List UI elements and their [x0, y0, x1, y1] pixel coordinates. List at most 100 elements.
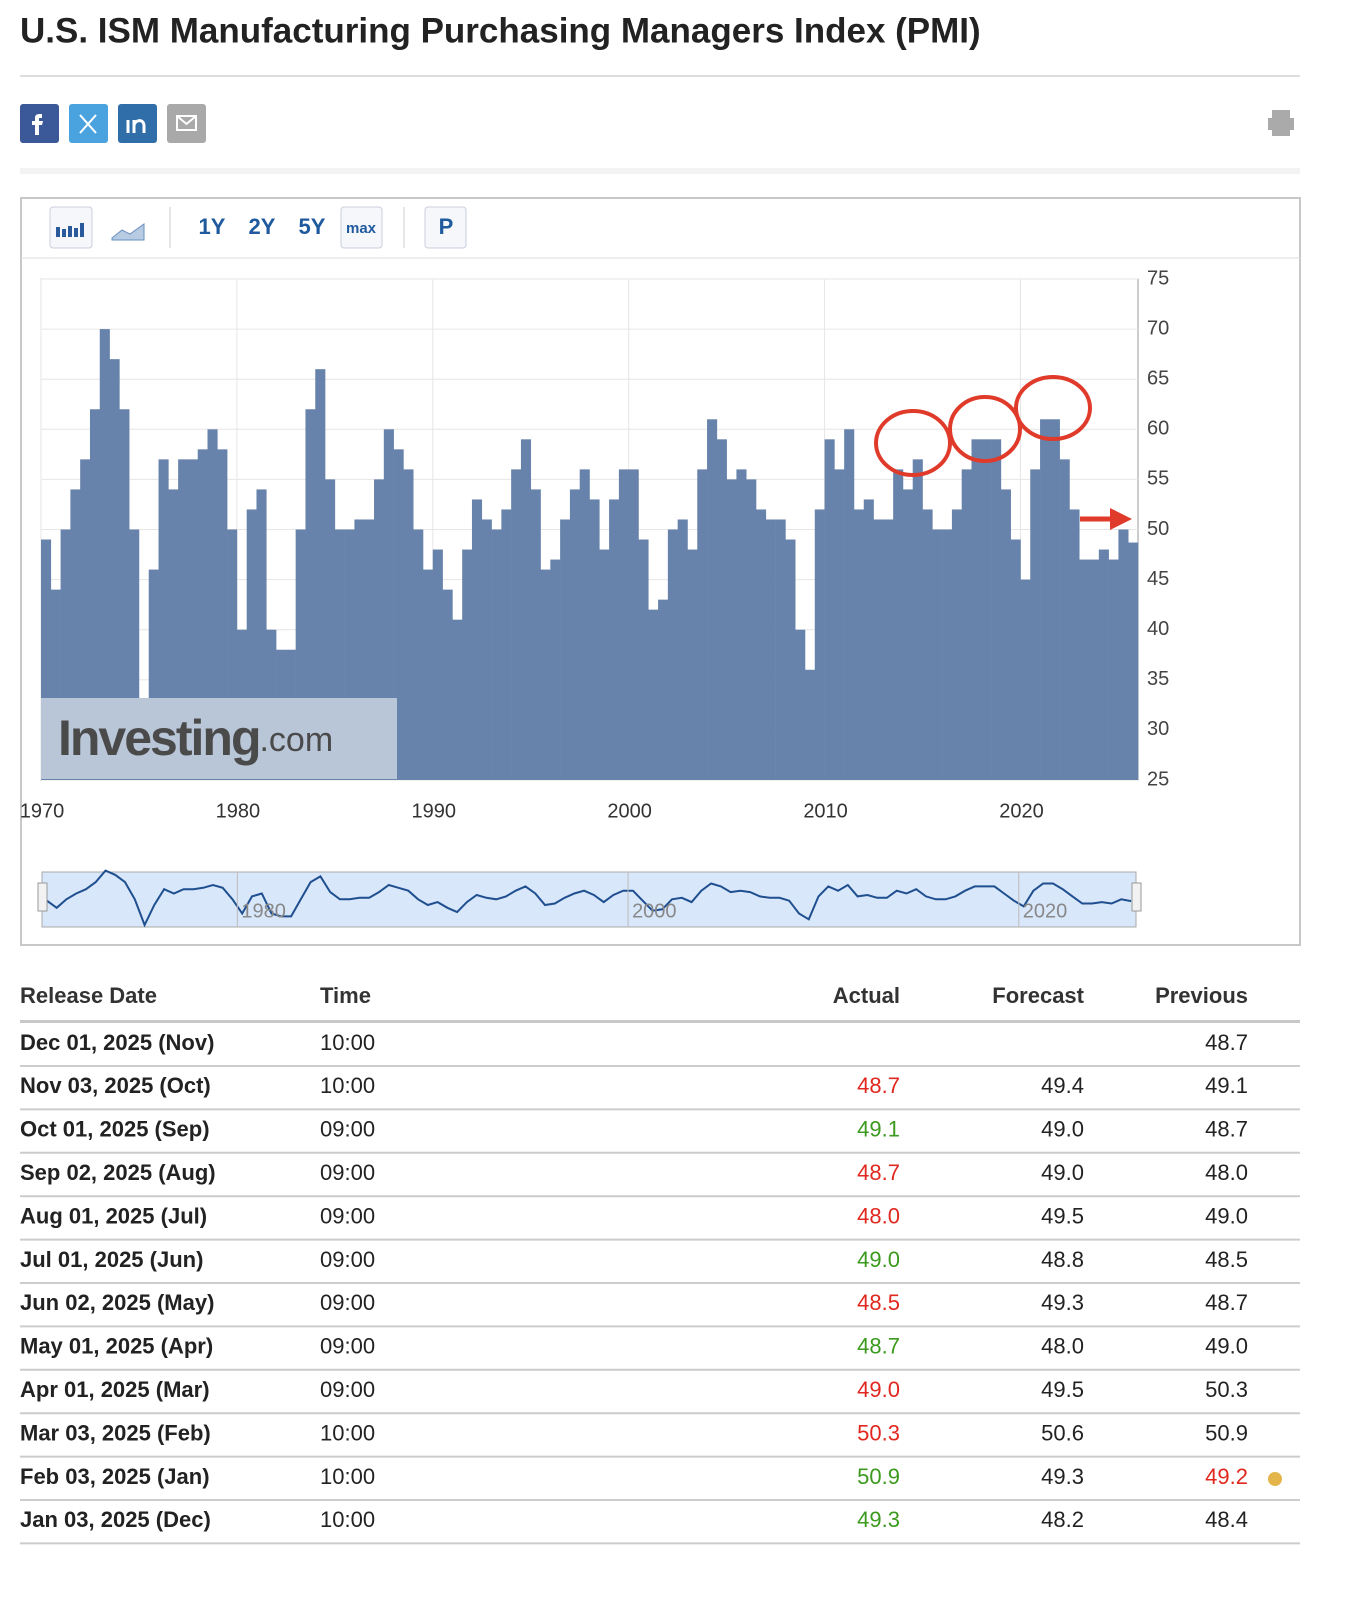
p-button-frame[interactable]: [424, 206, 467, 249]
table-cell: Dec 01, 2025 (Nov): [20, 1030, 214, 1055]
x-tick-label: 1970: [20, 800, 65, 822]
table-cell: 50.6: [1041, 1420, 1084, 1445]
bar: [1049, 419, 1060, 780]
table-cell: 48.0: [857, 1203, 900, 1228]
bar: [716, 439, 727, 780]
range-button[interactable]: 1Y: [199, 214, 226, 239]
bar: [207, 429, 218, 780]
table-cell: 48.7: [857, 1160, 900, 1185]
y-tick-label: 30: [1147, 718, 1169, 740]
table-cell: 10:00: [320, 1073, 375, 1098]
bar: [217, 449, 228, 780]
navigator-handle[interactable]: [1131, 882, 1142, 912]
bar: [1000, 489, 1011, 780]
bar: [834, 469, 845, 780]
table-cell: Mar 03, 2025 (Feb): [20, 1420, 211, 1445]
bar: [471, 499, 483, 780]
bar: [334, 529, 345, 780]
table-cell: 48.0: [1041, 1334, 1084, 1359]
bar: [50, 589, 61, 780]
bar: [422, 569, 434, 780]
bar: [70, 489, 81, 780]
table-cell: 48.7: [857, 1073, 900, 1098]
table-cell: Aug 01, 2025 (Jul): [20, 1203, 207, 1228]
table-cell: Sep 02, 2025 (Aug): [20, 1160, 216, 1185]
bar: [41, 539, 52, 780]
table-cell: Feb 03, 2025 (Jan): [20, 1464, 210, 1489]
navigator-tick-label: 1980: [241, 900, 286, 922]
bar: [1089, 559, 1100, 780]
bar: [687, 549, 698, 780]
bar: [961, 469, 972, 780]
bar: [1010, 539, 1021, 780]
bar: [795, 629, 806, 780]
bar: [295, 529, 306, 780]
area-type-button[interactable]: [111, 223, 145, 241]
bar: [677, 519, 688, 780]
bar: [520, 439, 532, 780]
watermark-bg: [41, 698, 397, 779]
linkedin-button[interactable]: [118, 104, 157, 143]
bar: [99, 329, 110, 780]
bar: [452, 619, 463, 780]
column-header: Forecast: [992, 983, 1084, 1008]
bar: [60, 529, 71, 780]
bar: [863, 499, 874, 780]
p-button[interactable]: P: [439, 214, 454, 239]
column-header: Time: [320, 983, 371, 1008]
toolbar: 1Y 2Y 5Y max P: [49, 206, 467, 249]
table-cell: 09:00: [320, 1377, 375, 1402]
bar: [1069, 509, 1080, 780]
column-header: Previous: [1155, 983, 1248, 1008]
bar: [344, 529, 355, 780]
bar: [756, 509, 767, 780]
range-button[interactable]: 2Y: [249, 214, 276, 239]
table-cell: Oct 01, 2025 (Sep): [20, 1117, 210, 1142]
y-tick-label: 35: [1147, 668, 1169, 690]
table-cell: 48.8: [1041, 1247, 1084, 1272]
bar: [119, 409, 130, 780]
bar: [726, 479, 737, 780]
table-cell: 50.3: [1205, 1377, 1248, 1402]
bar: [374, 479, 385, 780]
y-tick-label: 70: [1147, 317, 1169, 339]
bar: [158, 459, 169, 780]
max-button-frame[interactable]: [340, 206, 383, 249]
bar: [912, 459, 923, 780]
print-icon[interactable]: [1268, 110, 1294, 136]
table-cell: 49.0: [1041, 1160, 1084, 1185]
bar: [638, 539, 649, 780]
table-cell: 49.5: [1041, 1377, 1084, 1402]
bar: [413, 529, 424, 780]
bar: [579, 469, 590, 780]
bar: [187, 459, 199, 780]
table-cell: 09:00: [320, 1203, 375, 1228]
bar: [393, 449, 404, 780]
y-tick-label: 40: [1147, 618, 1169, 640]
bar: [197, 449, 208, 780]
plot: 25 30 35 40 45 50 55 60 65 70 75 1970 1980 1990 2000 20…: [20, 267, 1170, 822]
column-header: Actual: [833, 983, 900, 1008]
arrow-head: [1110, 508, 1132, 530]
range-button[interactable]: 5Y: [299, 214, 326, 239]
bar: [256, 489, 267, 780]
table-cell: 48.7: [857, 1334, 900, 1359]
bar: [951, 509, 962, 780]
linkedin-icon: [126, 119, 146, 133]
bar: [873, 519, 884, 780]
table-cell: 48.7: [1205, 1290, 1248, 1315]
bar: [481, 519, 492, 780]
page-title: U.S. ISM Manufacturing Purchasing Manage…: [20, 11, 981, 50]
y-tick-label: 50: [1147, 518, 1169, 540]
y-tick-label: 75: [1147, 267, 1169, 289]
x-tick-label: 2010: [803, 800, 848, 822]
y-tick-label: 45: [1147, 568, 1169, 590]
bar: [628, 469, 639, 780]
bar: [403, 469, 414, 780]
table-cell: 49.0: [1041, 1117, 1084, 1142]
bar: [148, 569, 159, 780]
navigator-handle[interactable]: [37, 882, 48, 912]
range-button[interactable]: max: [346, 220, 377, 237]
watermark-suffix: .com: [259, 721, 333, 759]
